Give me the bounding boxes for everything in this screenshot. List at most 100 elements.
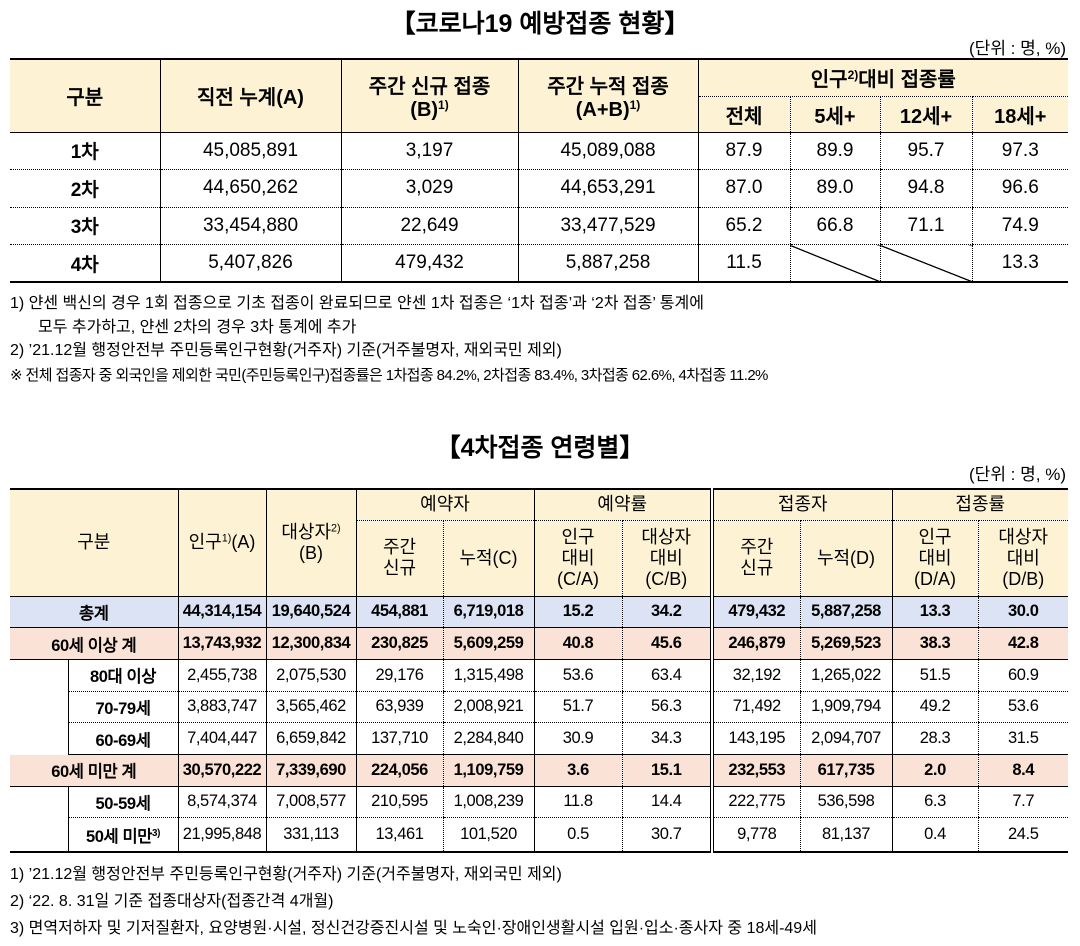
cell: 0.4 <box>891 817 978 853</box>
cell: 38.3 <box>891 627 978 660</box>
row-label: 60세 이상 계 <box>10 627 178 660</box>
line: 대상자 <box>623 526 710 548</box>
data-row: 60세 미만 계 30,570,222 7,339,690 224,056 1,109,… <box>10 754 1068 787</box>
text: 총계 <box>78 604 109 623</box>
table2-unit: (단위 : 명, %) <box>969 465 1066 484</box>
cell: 1,109,759 <box>442 754 534 787</box>
text: 60-69세 <box>95 731 151 750</box>
text: 60세 미만 계 <box>51 763 137 782</box>
row-label: 80대 이상 <box>67 659 178 692</box>
data-row: 60-69세 7,404,447 6,659,842 137,710 2,284,840… <box>10 722 1068 755</box>
data-row: 4차 5,407,826 479,432 5,887,258 11.5 13.3 <box>10 244 1069 282</box>
header-cell: 누적(C) <box>442 520 534 597</box>
cell: 331,113 <box>265 817 356 853</box>
footnote: 3) 면역저하자 및 기저질환자, 요양병원·시설, 정신건강증진시설 및 노숙… <box>10 914 817 938</box>
line: 누적(D) <box>801 548 892 569</box>
row-label: 50세 미만3) <box>67 817 178 853</box>
cell: 5,269,523 <box>799 627 892 660</box>
cell: 5,887,258 <box>517 244 698 282</box>
cell: 7,404,447 <box>177 722 266 755</box>
footnote: ※ 전체 접종자 중 외국인을 제외한 국민(주민등록인구)접종률은 1차접종 … <box>10 364 768 385</box>
cell: 2,455,738 <box>177 659 266 692</box>
cell: 1,315,498 <box>442 659 534 692</box>
line: (D/A) <box>893 569 978 590</box>
row-label: 2차 <box>10 169 160 208</box>
text: (B) <box>299 542 323 563</box>
header-cell: 5세+ <box>789 96 880 133</box>
cell: 5,609,259 <box>442 627 534 660</box>
cell: 2.0 <box>891 754 978 787</box>
line: 주간 신규 접종 <box>342 70 518 99</box>
row-label: 70-79세 <box>67 691 178 724</box>
footnote-line: 1) 얀센 백신의 경우 1회 접종으로 기초 접종이 완료되므로 얀센 1차 … <box>10 295 704 312</box>
cell: 222,775 <box>710 786 800 819</box>
cell: 1,008,239 <box>442 786 534 819</box>
line: (C/B) <box>623 568 710 590</box>
line: 예약자 <box>357 494 534 515</box>
text: 인구 <box>918 526 952 547</box>
cell: 232,553 <box>710 754 800 787</box>
text: 50세 미만 <box>85 827 153 846</box>
cell: 15.2 <box>533 596 622 629</box>
cell: 479,432 <box>340 244 518 282</box>
cell: 14.4 <box>621 786 712 819</box>
cell: 12,300,834 <box>265 627 356 660</box>
cell: 87.0 <box>697 169 790 208</box>
line: 5세+ <box>791 100 880 129</box>
header-row: 주간 신규 누적(C) 인구 대비 (C/A) 대상자 대비 (C/B) 주간 신규 누적(D) 인구 대… <box>10 520 1068 597</box>
line: 신규 <box>716 558 800 579</box>
text: 예약률 <box>597 494 648 515</box>
line: 접종자 <box>716 494 892 515</box>
table1-title: 【코로나19 예방접종 현황】 <box>390 10 690 38</box>
line: 18세+ <box>973 100 1068 129</box>
text: 60세 이상 계 <box>51 636 137 655</box>
footnote-mark: 1) <box>438 97 449 112</box>
cell: 53.6 <box>533 659 622 692</box>
cell: 30.0 <box>977 596 1068 629</box>
text: 대상자 <box>641 526 692 547</box>
footnote-mark: 2) <box>331 522 341 535</box>
cell: 45.6 <box>621 627 712 660</box>
cell: 11.8 <box>533 786 622 819</box>
line: 구분 <box>10 81 160 110</box>
footnote: 2) ’21.12월 행정안전부 주민등록인구현황(거주자) 기준(거주불명자,… <box>10 336 562 360</box>
cell: 44,314,154 <box>177 596 266 629</box>
data-row: 2차 44,650,262 3,029 44,653,291 87.0 89.0 94.8 9… <box>10 169 1069 208</box>
text: 신규 <box>740 558 774 578</box>
line: (B)1) <box>342 99 518 122</box>
footnote-mark: 3) <box>152 827 161 839</box>
text: 대비 <box>918 547 952 568</box>
cell: 7.7 <box>977 786 1068 819</box>
cell: 30.7 <box>621 817 712 853</box>
cell: 2,008,921 <box>442 691 534 724</box>
header-cell: 예약자 <box>355 489 534 521</box>
text: 대비 <box>649 547 683 568</box>
footnote-line: 2) ‘22. 8. 31일 기준 접종대상자(접종간격 4개월) <box>10 893 334 910</box>
cell: 7,339,690 <box>265 754 356 787</box>
empty-cell <box>789 244 880 282</box>
line: 인구2)대비 접종률 <box>699 63 1068 92</box>
header-cell: 주간 신규 접종 (B)1) <box>340 59 518 133</box>
cell: 8.4 <box>977 754 1068 787</box>
cell: 89.0 <box>789 169 880 208</box>
data-row: 80대 이상 2,455,738 2,075,530 29,176 1,315,498 5… <box>10 659 1068 692</box>
text: (C/B) <box>645 568 688 589</box>
row-label: 총계 <box>10 596 178 629</box>
cell: 13.3 <box>971 244 1069 282</box>
line: 주간 <box>357 537 443 558</box>
cell: 2,075,530 <box>265 659 356 692</box>
cell: 29,176 <box>355 659 443 692</box>
line: 대비 <box>623 547 710 569</box>
line: 직전 누계(A) <box>161 81 341 110</box>
text: (D/A) <box>914 568 956 589</box>
text: 인구 <box>561 526 595 547</box>
cell: 230,825 <box>355 627 443 660</box>
line: 전체 <box>699 100 790 129</box>
header-row: 구분 인구1)(A) 대상자2) (B) 예약자 예약률 접종자 접종률 <box>10 489 1068 597</box>
cell: 21,995,848 <box>177 817 266 853</box>
text: 대상자 <box>281 521 332 542</box>
line: 인구1)(A) <box>179 532 266 553</box>
text: 예약자 <box>420 494 470 515</box>
header-cell: 12세+ <box>879 96 972 133</box>
cell: 42.8 <box>977 627 1068 660</box>
